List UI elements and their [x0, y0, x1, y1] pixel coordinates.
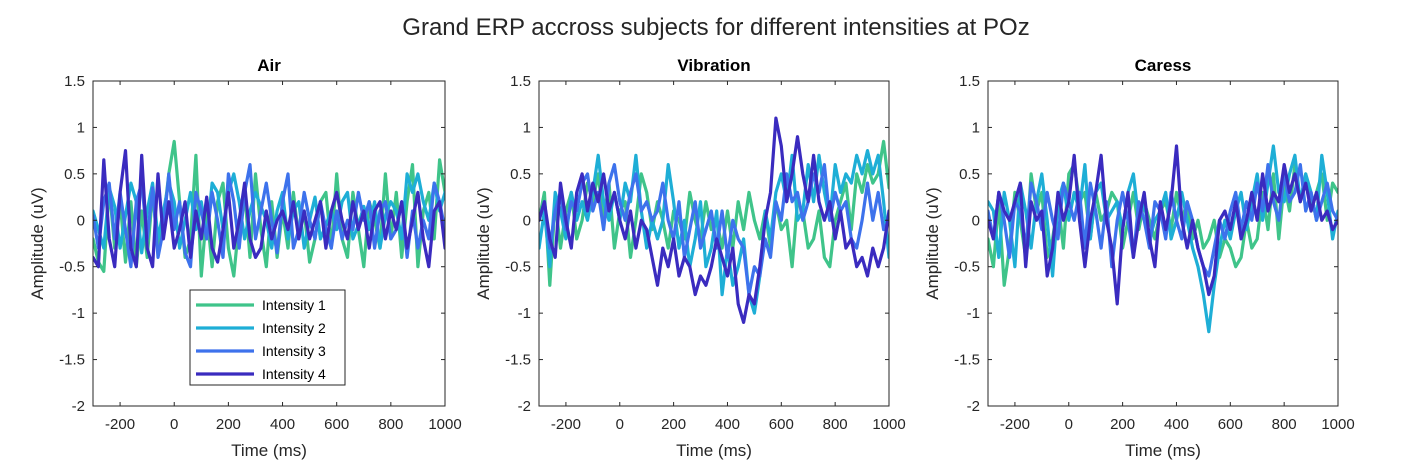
y-tick-label: -1	[967, 305, 980, 322]
x-tick-label: 200	[216, 416, 241, 433]
x-tick-label: -200	[551, 416, 581, 433]
x-tick-label: 1000	[1321, 416, 1354, 433]
panel-vibration: -200 0 200 400 600 800 1000 -2 -1.5 -1 -0.5 0 0.5 1 1.…	[474, 56, 906, 460]
series-line-intensity-4	[988, 144, 1338, 306]
panels: -200 0 200 400 600 800 1000-2-1.5-1-0.500.511.…	[28, 56, 1355, 460]
x-tick-label: 400	[270, 416, 295, 433]
plot-area	[539, 81, 889, 406]
x-tick-label: 400	[1164, 416, 1189, 433]
series-group	[539, 116, 889, 324]
y-tick-label: 1	[972, 119, 980, 136]
y-tick-label: -1.5	[505, 352, 531, 369]
y-tick-label: -2	[518, 398, 531, 415]
x-tick-label: 0	[616, 416, 624, 433]
y-tick-label: 0	[523, 212, 531, 229]
y-axis-label: Amplitude (uV)	[474, 187, 493, 299]
axes-box	[987, 80, 1339, 407]
x-tick-label: 800	[823, 416, 848, 433]
series-line-intensity-3	[988, 163, 1338, 278]
y-tick-label: 0.5	[64, 166, 85, 183]
x-tick-label: 200	[1110, 416, 1135, 433]
y-tick-label: -0.5	[59, 259, 85, 276]
x-tick-label: 800	[378, 416, 403, 433]
y-tick-label: 0.5	[510, 166, 531, 183]
x-tick-label: 600	[324, 416, 349, 433]
axes-box	[92, 80, 446, 407]
x-tick-label: 0	[1065, 416, 1073, 433]
x-tick-label: 400	[715, 416, 740, 433]
x-tick-label: 800	[1272, 416, 1297, 433]
x-axis-label: Time (ms)	[231, 441, 307, 460]
y-tick-label: 0	[77, 212, 85, 229]
series-line-intensity-4	[93, 149, 445, 269]
series-line-intensity-3	[93, 163, 445, 269]
panel-title: Caress	[1135, 56, 1192, 75]
x-tick-label: 600	[1218, 416, 1243, 433]
x-tick-label: 0	[170, 416, 178, 433]
plot-area	[988, 81, 1338, 406]
panel-air: -200 0 200 400 600 800 1000 -2 -1.5 -1 -0.5 0 0.5 1 1.…	[28, 56, 462, 460]
y-tick-label: -2	[967, 398, 980, 415]
x-tick-label: 600	[769, 416, 794, 433]
y-tick-label: -0.5	[505, 259, 531, 276]
y-tick-label: -0.5	[954, 259, 980, 276]
y-tick-label: -1	[72, 305, 85, 322]
x-axis-label: Time (ms)	[1125, 441, 1201, 460]
y-axis-label: Amplitude (uV)	[28, 187, 47, 299]
y-tick-label: 1.5	[510, 73, 531, 90]
legend-label-intensity-1: Intensity 1	[262, 297, 326, 313]
legend-label-intensity-4: Intensity 4	[262, 366, 326, 382]
y-tick-label: -2	[72, 398, 85, 415]
y-tick-label: 1	[523, 119, 531, 136]
y-tick-label: -1.5	[59, 352, 85, 369]
y-tick-label: 1	[77, 119, 85, 136]
y-tick-label: 0	[972, 212, 980, 229]
series-group	[93, 139, 445, 278]
panel-title: Air	[257, 56, 281, 75]
y-tick-label: -1.5	[954, 352, 980, 369]
x-tick-label: -200	[105, 416, 135, 433]
x-tick-label: 200	[661, 416, 686, 433]
figure-title: Grand ERP accross subjects for different…	[402, 14, 1029, 41]
y-tick-label: 1.5	[959, 73, 980, 90]
x-axis-label: Time (ms)	[676, 441, 752, 460]
series-group	[988, 144, 1338, 334]
panel-title: Vibration	[677, 56, 750, 75]
x-tick-label: 1000	[872, 416, 905, 433]
y-axis-label: Amplitude (uV)	[923, 187, 942, 299]
axes-box	[538, 80, 890, 407]
x-tick-label: 1000	[428, 416, 461, 433]
y-tick-label: 0.5	[959, 166, 980, 183]
series-line-intensity-4	[539, 116, 889, 324]
panel-caress: -200 0 200 400 600 800 1000 -2 -1.5 -1 -0.5 0 0.5 1 1.…	[923, 56, 1355, 460]
legend-label-intensity-2: Intensity 2	[262, 320, 326, 336]
y-tick-label: -1	[518, 305, 531, 322]
legend-label-intensity-3: Intensity 3	[262, 343, 326, 359]
y-tick-label: 1.5	[64, 73, 85, 90]
x-tick-label: -200	[1000, 416, 1030, 433]
legend: Intensity 1 Intensity 2 Intensity 3 Intensi…	[189, 289, 346, 386]
